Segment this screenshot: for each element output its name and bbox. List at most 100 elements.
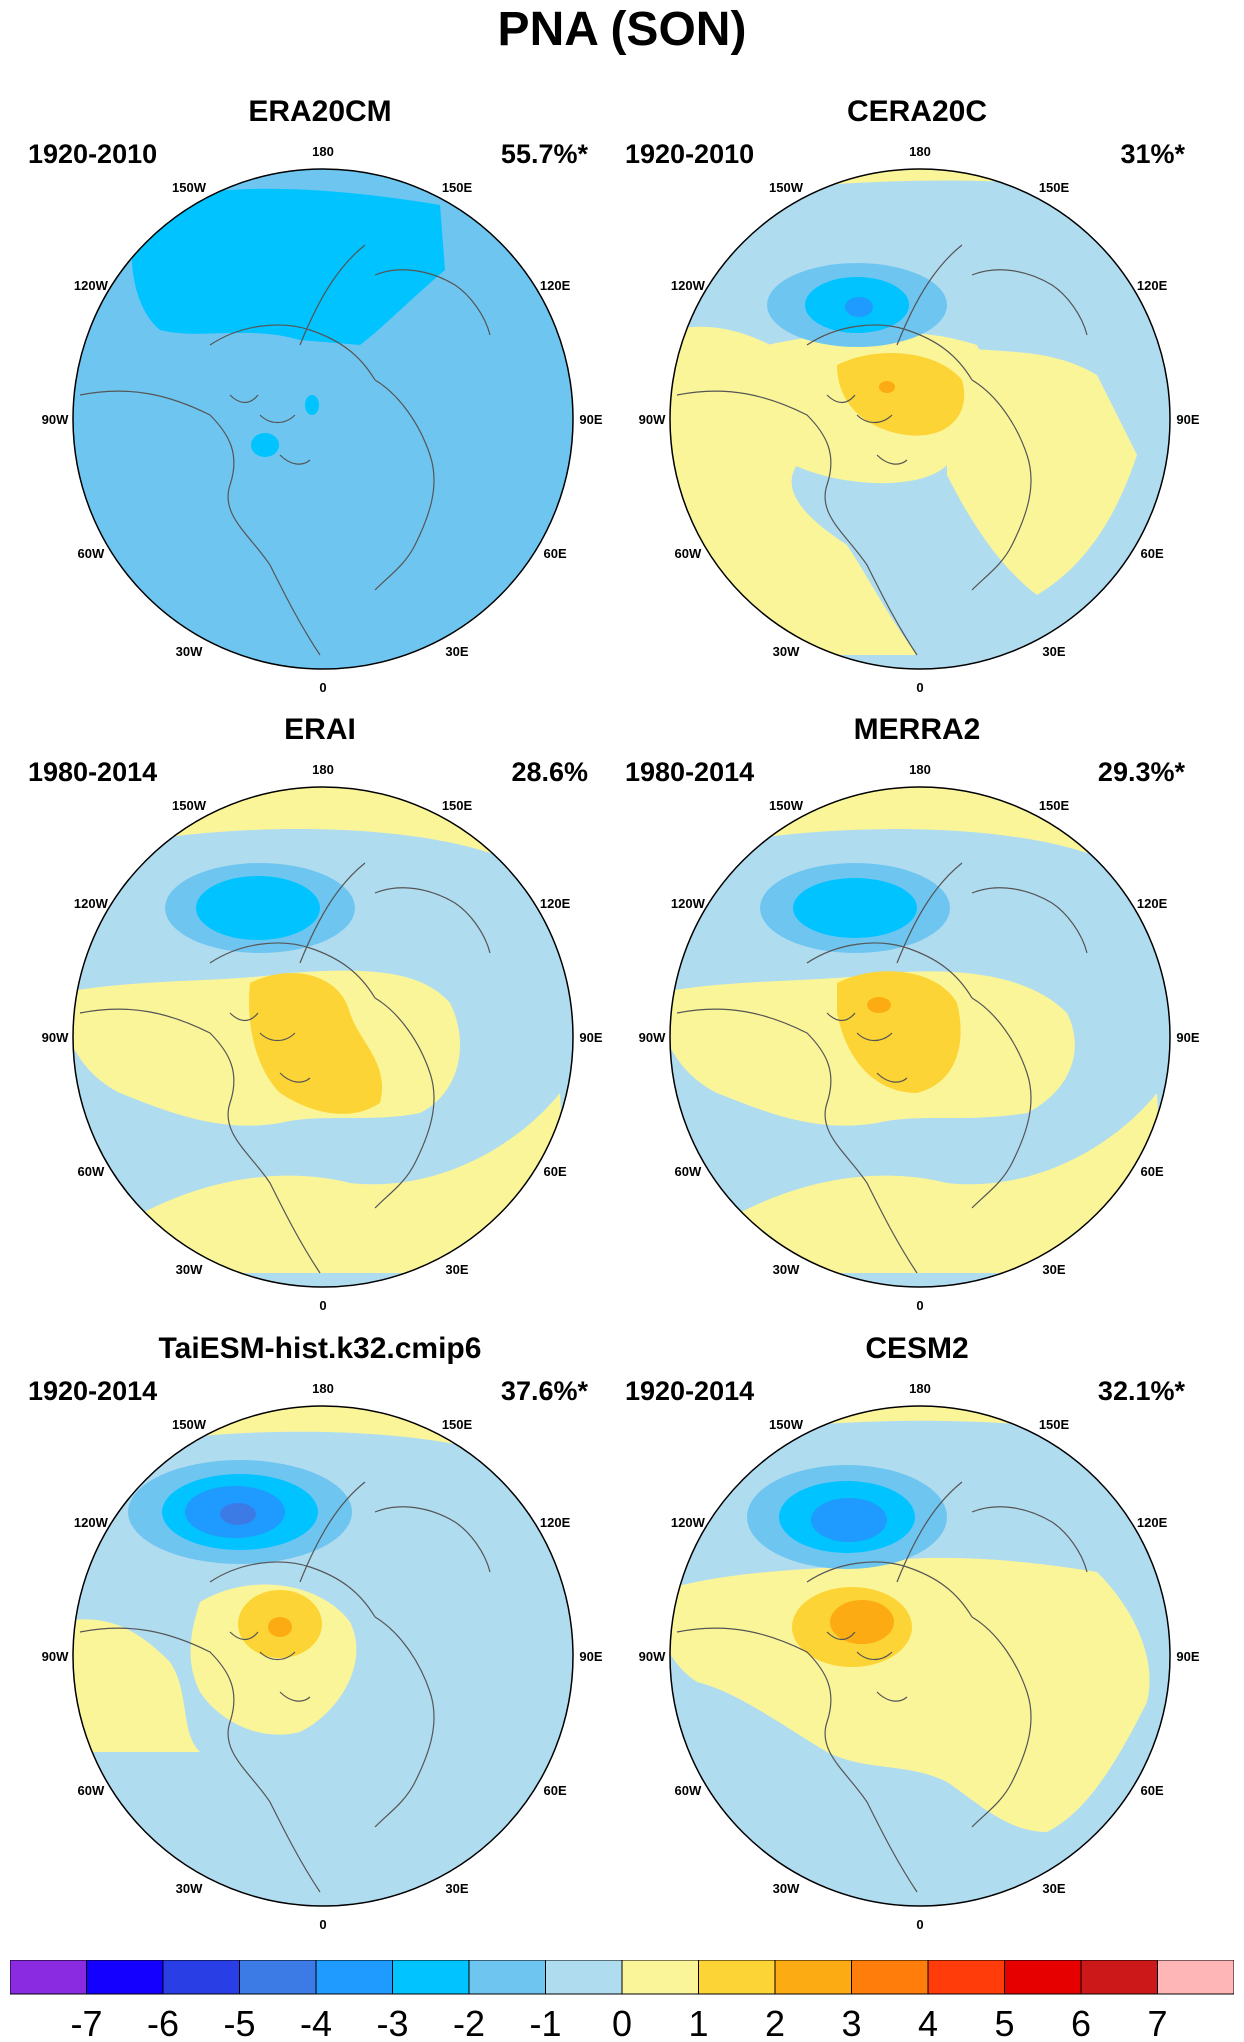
positive-anomaly-region: [249, 973, 383, 1114]
polar-map: 180 150E 120E 90E 60E 30E 0 30W 60W 90W 120W 150W: [42, 144, 603, 695]
panel-title: CESM2: [865, 1332, 969, 1365]
longitude-label: 120E: [1137, 896, 1168, 911]
coastline: [374, 887, 491, 954]
coastline: [971, 997, 1032, 1209]
coastline: [896, 1481, 963, 1583]
positive-anomaly-region: [947, 345, 1137, 595]
polar-map: 180 150E 120E 90E 60E 30E 0 30W 60W 90W 120W 150W: [639, 762, 1200, 1313]
map-panel-era20cm: 180 150E 120E 90E 60E 30E 0 30W 60W 90W 120W 150W E…: [20, 95, 620, 715]
longitude-label: 120W: [74, 1515, 109, 1530]
longitude-label: 120E: [1137, 278, 1168, 293]
longitude-label: 150W: [172, 1417, 207, 1432]
contour-layer: [73, 169, 573, 669]
map-border: [72, 168, 574, 670]
coastline: [826, 394, 908, 465]
coastline: [209, 324, 376, 381]
polar-map: 180 150E 120E 90E 60E 30E 0 30W 60W 90W 120W 150W: [42, 762, 603, 1313]
longitude-label: 120E: [540, 896, 571, 911]
longitude-label: 60W: [675, 1164, 702, 1179]
longitude-label: 90W: [42, 1649, 69, 1664]
map-panel-cera20c: 180 150E 120E 90E 60E 30E 0 30W 60W 90W 120W 150W C…: [617, 95, 1217, 715]
coastline: [676, 390, 918, 656]
colorbar-label: -2: [453, 2003, 485, 2040]
colorbar-label: -6: [147, 2003, 179, 2040]
longitude-label: 120E: [1137, 1515, 1168, 1530]
longitude-label: 90W: [639, 412, 666, 427]
longitude-label: 150W: [769, 180, 804, 195]
coastline: [896, 244, 963, 346]
colorbar: -7 -6 -5 -4 -3 -2 -1 0 1 2 3 4 5 6 7: [10, 1960, 1234, 2040]
longitude-label: 0: [916, 1298, 923, 1313]
longitude-label: 60E: [544, 1164, 567, 1179]
colorbar-label: 2: [765, 2003, 785, 2040]
polar-map: 180 150E 120E 90E 60E 30E 0 30W 60W 90W 120W 150W: [42, 1381, 603, 1932]
longitude-label: 30E: [445, 1262, 468, 1277]
longitude-label: 150E: [442, 1417, 473, 1432]
longitude-label: 30W: [176, 644, 203, 659]
variance-label: 32.1%*: [1097, 1376, 1185, 1406]
longitude-label: 0: [319, 1917, 326, 1932]
colorbar-label: 6: [1071, 2003, 1091, 2040]
variance-label: 28.6%: [511, 757, 588, 787]
positive-anomaly-region: [73, 1619, 200, 1752]
coastline: [971, 1506, 1088, 1573]
coastline: [229, 1012, 311, 1083]
longitude-label: 180: [909, 144, 931, 159]
coastline: [676, 1627, 918, 1893]
negative-anomaly-region: [196, 876, 320, 940]
colorbar-label: -1: [529, 2003, 561, 2040]
colorbar-swatch: [698, 1960, 776, 1995]
positive-anomaly-core: [867, 997, 891, 1013]
period-label: 1980-2014: [625, 757, 755, 787]
colorbar-swatch: [315, 1960, 393, 1995]
map-border: [72, 1405, 574, 1907]
longitude-label: 0: [319, 680, 326, 695]
coastlines: [676, 1481, 1088, 1893]
coastline: [299, 244, 366, 346]
polar-map: 180 150E 120E 90E 60E 30E 0 30W 60W 90W 120W 150W: [639, 1381, 1200, 1932]
negative-anomaly-core: [220, 1503, 256, 1525]
map-panel-erai: 180 150E 120E 90E 60E 30E 0 30W 60W 90W 120W 150W E…: [20, 713, 620, 1333]
colorbar-swatch: [851, 1960, 929, 1995]
positive-anomaly-region: [140, 1406, 500, 1452]
period-label: 1920-2010: [28, 139, 158, 169]
longitude-label: 150W: [769, 1417, 804, 1432]
colorbar-swatch: [927, 1960, 1005, 1995]
coastlines: [676, 244, 1088, 656]
coastline: [79, 1008, 321, 1274]
coastlines: [79, 1481, 491, 1893]
coastline: [374, 1506, 491, 1573]
longitude-label: 150W: [769, 798, 804, 813]
longitude-label: 90W: [639, 1030, 666, 1045]
map-border: [669, 1405, 1171, 1907]
longitude-label: 60W: [78, 546, 105, 561]
variance-label: 55.7%*: [500, 139, 588, 169]
colorbar-swatch: [10, 1960, 87, 1995]
negative-anomaly-region: [793, 878, 917, 938]
coastline: [806, 1561, 973, 1618]
longitude-label: 150E: [1039, 798, 1070, 813]
map-border: [669, 786, 1171, 1288]
variance-label: 37.6%*: [500, 1376, 588, 1406]
longitude-label: 60E: [1141, 546, 1164, 561]
coastlines: [79, 862, 491, 1274]
negative-anomaly-region: [305, 395, 319, 415]
colorbar-swatch: [1157, 1960, 1234, 1995]
coastline: [229, 1631, 311, 1702]
panel-title: ERAI: [284, 713, 356, 746]
longitude-label: 60W: [675, 546, 702, 561]
longitude-label: 30W: [176, 1262, 203, 1277]
longitude-label: 90E: [579, 1649, 602, 1664]
longitude-label: 90E: [1176, 412, 1199, 427]
panel-title: CERA20C: [846, 95, 988, 128]
contour-layer: [670, 787, 1170, 1287]
colorbar-label: -5: [223, 2003, 255, 2040]
anomaly-fill: [73, 169, 573, 669]
page-title: PNA (SON): [497, 3, 747, 56]
coastline: [806, 942, 973, 999]
colorbar-swatch: [1080, 1960, 1158, 1995]
period-label: 1920-2014: [625, 1376, 755, 1406]
coastline: [374, 269, 491, 336]
longitude-label: 30W: [773, 1881, 800, 1896]
longitude-label: 0: [916, 1917, 923, 1932]
